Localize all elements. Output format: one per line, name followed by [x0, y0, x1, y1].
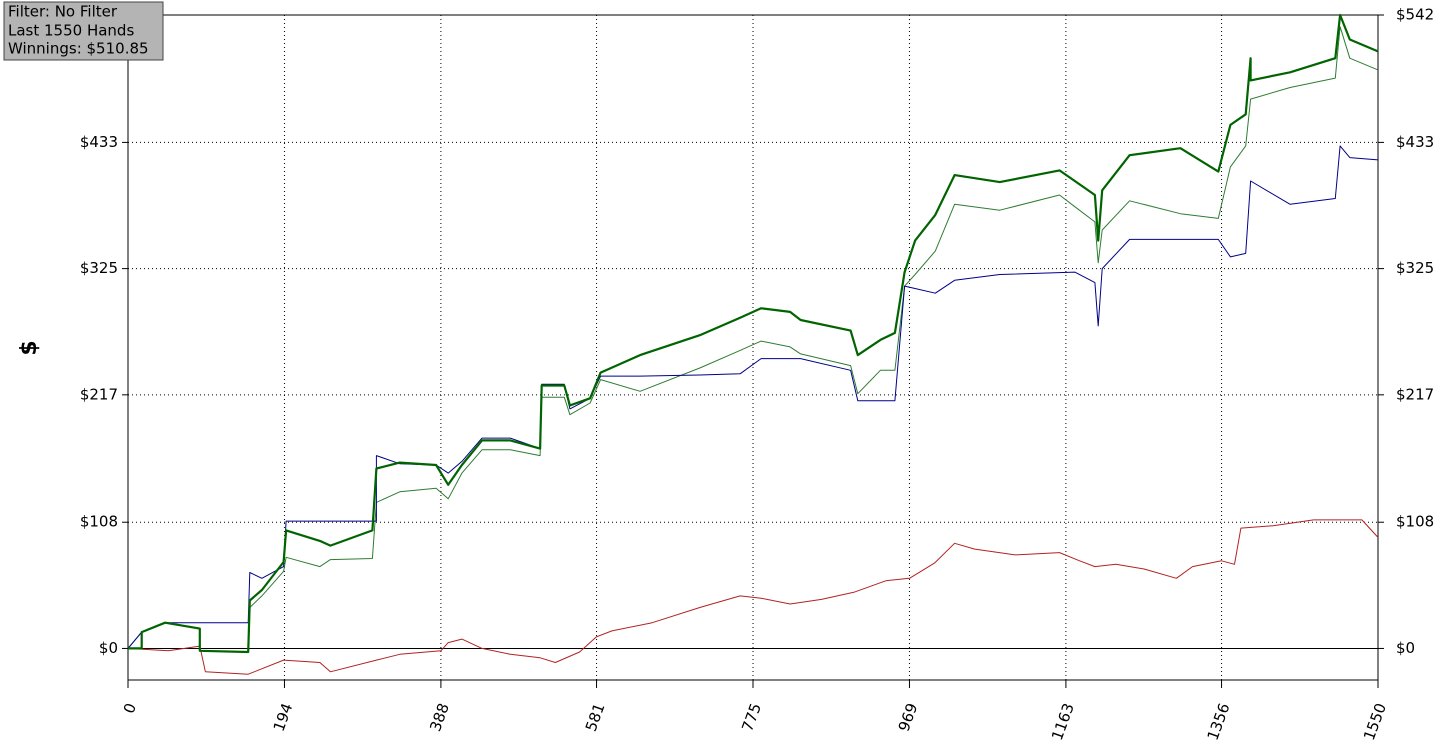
series-line — [127, 519, 1379, 675]
y-tick-label: $217 — [80, 385, 118, 403]
hands-label: Last 1550 Hands — [8, 22, 134, 40]
y-tick-label: $325 — [80, 259, 118, 277]
series-line — [128, 13, 1379, 654]
legend-box: Filter: No Filter Last 1550 Hands Winnin… — [3, 1, 164, 61]
x-tick-label: 388 — [426, 701, 453, 734]
y-tick-label: $108 — [80, 513, 118, 531]
legend-background — [3, 1, 164, 61]
series-line — [127, 145, 1379, 649]
plot: $0 $0 $108 $108 $217 $217 $325 $325 $433 $433 $542… — [80, 6, 1434, 743]
x-tick-label: 194 — [270, 701, 297, 734]
y-tick-label: $0 — [99, 639, 118, 657]
winnings-label: Winnings: $510.85 — [8, 40, 149, 58]
x-tick-label: 581 — [582, 701, 609, 734]
y2-tick-label: $433 — [1396, 133, 1434, 151]
filter-label: Filter: No Filter — [8, 3, 118, 21]
y2-tick-label: $108 — [1396, 513, 1434, 531]
y-tick-label: $433 — [80, 133, 118, 151]
y-axis-label: $ — [17, 340, 42, 355]
plot-frame — [127, 14, 1379, 681]
y2-tick-label: $217 — [1396, 385, 1434, 403]
y2-tick-label: $0 — [1396, 639, 1415, 657]
x-tick-label: 0 — [120, 701, 140, 716]
y2-tick-label: $542 — [1396, 6, 1434, 24]
x-tick-label: 1163 — [1048, 701, 1078, 743]
series-line — [127, 26, 1379, 653]
x-tick-label: 775 — [738, 701, 765, 734]
x-tick-label: 1550 — [1360, 701, 1390, 743]
x-tick-label: 969 — [895, 701, 922, 734]
x-tick-label: 1356 — [1204, 701, 1234, 743]
y2-tick-label: $325 — [1396, 259, 1434, 277]
